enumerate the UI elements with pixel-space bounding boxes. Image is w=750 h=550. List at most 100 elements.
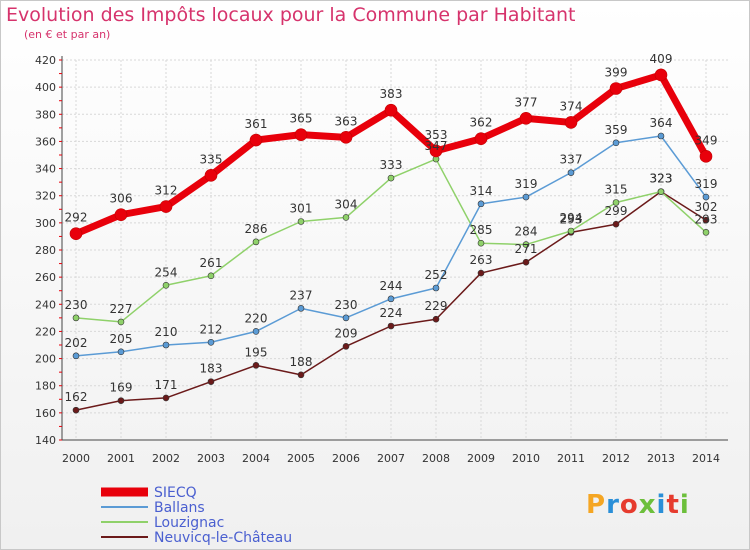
data-label: 293 [695, 212, 718, 226]
x-tick-label: 2012 [602, 452, 630, 465]
x-tick-label: 2009 [467, 452, 495, 465]
proxiti-logo: Proxiti [586, 490, 690, 520]
y-tick-label: 200 [35, 353, 56, 366]
x-tick-label: 2006 [332, 452, 360, 465]
y-tick-label: 180 [35, 380, 56, 393]
x-tick-label: 2014 [692, 452, 720, 465]
chart-subtitle: (en € et par an) [24, 28, 111, 41]
legend-label: Ballans [154, 500, 205, 516]
data-label: 363 [335, 114, 358, 128]
legend-label: Louzignac [154, 515, 224, 531]
data-point [432, 315, 440, 323]
y-tick-label: 220 [35, 325, 56, 338]
data-point [207, 378, 215, 385]
data-label: 364 [650, 116, 673, 130]
data-point [567, 227, 575, 235]
data-label: 294 [560, 211, 583, 225]
logo-letter: i [656, 490, 667, 520]
data-point [342, 314, 350, 322]
x-tick-label: 2007 [377, 452, 405, 465]
data-point [564, 116, 578, 129]
data-label: 261 [200, 256, 223, 270]
y-tick-label: 380 [35, 108, 56, 121]
data-point [384, 103, 398, 117]
data-point [162, 394, 170, 402]
data-label: 205 [110, 332, 133, 346]
data-label: 271 [515, 242, 538, 256]
data-point [522, 193, 530, 201]
data-point [657, 132, 665, 140]
data-point [477, 200, 485, 208]
data-label: 210 [155, 325, 178, 339]
data-label: 252 [425, 268, 448, 282]
data-point [249, 133, 263, 147]
logo-letter: P [586, 490, 607, 520]
data-label: 337 [560, 153, 583, 167]
data-point [297, 371, 305, 379]
data-label: 292 [65, 211, 88, 225]
data-point [297, 305, 305, 312]
data-point [432, 284, 440, 292]
data-point [477, 239, 485, 247]
data-label: 314 [470, 184, 493, 198]
y-tick-label: 160 [35, 407, 56, 420]
data-point [342, 343, 350, 350]
y-tick-label: 320 [35, 190, 56, 203]
data-label: 171 [155, 378, 178, 392]
data-label: 286 [245, 222, 268, 236]
data-label: 399 [605, 66, 628, 80]
data-point [702, 216, 710, 224]
data-point [162, 281, 170, 289]
x-tick-label: 2002 [152, 452, 180, 465]
data-point [252, 328, 260, 335]
data-point [72, 352, 80, 360]
y-tick-label: 300 [35, 217, 56, 230]
data-point [387, 295, 395, 303]
grid-lines [62, 59, 728, 441]
data-label: 302 [695, 200, 718, 214]
data-label: 293 [560, 212, 583, 226]
data-point [522, 258, 530, 266]
data-label: 299 [605, 204, 628, 218]
y-tick-label: 420 [35, 54, 56, 67]
data-label: 361 [245, 117, 268, 131]
x-tick-label: 2000 [62, 452, 90, 465]
data-label: 319 [695, 177, 718, 191]
data-label: 377 [515, 95, 538, 109]
logo-letter: t [666, 490, 680, 520]
data-label: 365 [290, 112, 313, 126]
data-point [342, 214, 350, 221]
data-label: 362 [470, 116, 493, 130]
data-label: 230 [65, 298, 88, 312]
data-label: 227 [110, 302, 133, 316]
logo-letter: i [679, 490, 690, 520]
y-tick-label: 360 [35, 135, 56, 148]
data-point [117, 397, 125, 404]
data-point [69, 227, 83, 241]
data-point [699, 150, 713, 163]
logo-letter: o [619, 490, 639, 520]
data-label: 162 [65, 390, 88, 404]
data-label: 183 [200, 362, 223, 376]
y-tick-label: 280 [35, 244, 56, 257]
x-tick-label: 2008 [422, 452, 450, 465]
data-label: 212 [200, 322, 223, 336]
data-label: 333 [380, 158, 403, 172]
data-label: 285 [470, 223, 493, 237]
data-point [204, 169, 218, 182]
chart-title: Evolution des Impôts locaux pour la Comm… [6, 4, 576, 26]
data-label: 254 [155, 265, 178, 279]
y-tick-label: 240 [35, 298, 56, 311]
data-label: 409 [650, 52, 673, 66]
data-point [474, 132, 488, 146]
data-label: 306 [110, 192, 133, 206]
data-point [612, 220, 620, 228]
data-point [654, 68, 668, 82]
x-tick-label: 2003 [197, 452, 225, 465]
data-point [612, 139, 620, 147]
data-label: 301 [290, 202, 313, 216]
x-tick-label: 2010 [512, 452, 540, 465]
data-label: 312 [155, 184, 178, 198]
data-labels: 292 306 312 335 361 365 363 383 353 362 377 374 399 4… [65, 52, 718, 404]
